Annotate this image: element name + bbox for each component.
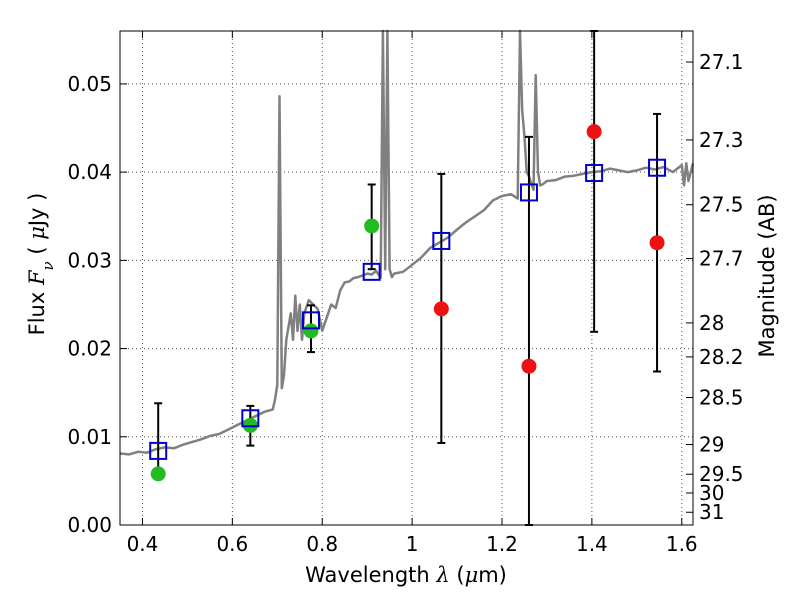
magnitude-tick-label: 28 [699,311,724,335]
y-axis-label: Flux Fν ( μJy ) [25,193,57,336]
magnitude-tick-label: 27.5 [699,193,744,217]
magnitude-tick-label: 30 [699,481,724,505]
x-tick-label: 1 [406,532,419,556]
magnitude-tick-label: 27.1 [699,50,744,74]
magnitude-tick-label: 27.3 [699,128,744,152]
spectrum-line [119,29,695,456]
model-point-square [519,183,538,202]
y-axis-ticks: 0.00 0.01 0.02 0.03 0.04 0.05 [67,72,127,537]
observed-point [586,124,602,140]
y-tick-label: 0.03 [67,248,112,272]
magnitude-tick-label: 31 [699,500,724,524]
observed-point [303,323,319,339]
model-point-square [585,164,604,183]
errorbars [154,30,662,526]
model-points [149,158,667,460]
observed-point [150,466,166,482]
y-tick-label: 0.05 [67,72,112,96]
model-point-square [241,409,260,428]
observed-point [364,218,380,234]
spectrum-series [119,29,695,456]
observed-point [521,358,537,374]
model-point-square [302,311,320,330]
x-axis-ticks: 0.4 0.6 0.8 1 1.2 1.4 1.6 [127,31,698,556]
y-tick-label: 0.02 [67,337,112,361]
grid [120,31,693,526]
magnitude-tick-label: 28.2 [699,345,744,369]
magnitude-tick-label: 29 [699,433,724,457]
magnitude-tick-label: 27.7 [699,247,744,271]
model-point-square [432,231,451,250]
x-tick-label: 0.8 [306,532,338,556]
x-tick-label: 0.4 [127,532,159,556]
magnitude-tick-label: 28.5 [699,385,744,409]
model-point-square [648,158,667,177]
x-axis-label: Wavelength λ (μm) [305,563,507,587]
observed-points [150,124,665,482]
model-point-square [149,441,168,460]
plot-frame [119,30,694,526]
model-point-square [362,262,381,281]
y-tick-label: 0.00 [67,513,112,537]
x-tick-label: 1.4 [576,532,608,556]
magnitude-tick-label: 29.5 [699,462,744,486]
observed-point [433,301,449,317]
observed-point [649,235,665,251]
magnitude-axis-label: Magnitude (AB) [755,194,779,357]
x-tick-label: 1.2 [486,532,518,556]
x-tick-label: 1.6 [666,532,698,556]
y-tick-label: 0.01 [67,425,112,449]
y-tick-label: 0.04 [67,160,112,184]
x-tick-label: 0.6 [216,532,248,556]
